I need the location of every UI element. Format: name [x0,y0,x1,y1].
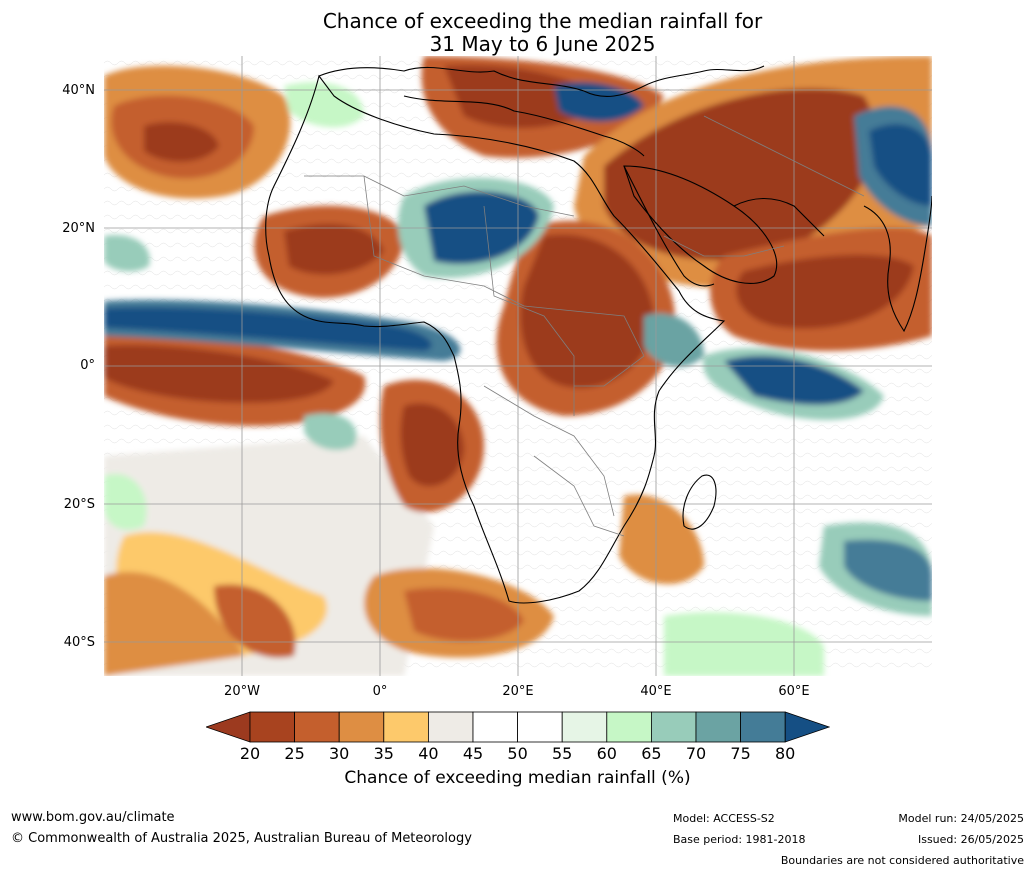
title-line-1: Chance of exceeding the median rainfall … [322,9,763,33]
colorbar-tick-label: 55 [552,744,573,763]
lon-label-20e: 20°E [502,684,534,699]
lon-label-60e: 60°E [778,684,810,699]
colorbar-tick-label: 75 [730,744,751,763]
lat-label-0: 0° [80,358,95,373]
footer-base-period: Base period: 1981-2018 [673,833,806,846]
footer-disclaimer: Boundaries are not considered authoritat… [780,854,1024,867]
lon-label-20w: 20°W [224,684,260,699]
footer-model-run: Model run: 24/05/2025 [898,812,1024,825]
colorbar-extend-high [784,711,831,743]
lon-label-40e: 40°E [640,684,672,699]
map-title: Chance of exceeding the median rainfall … [0,10,1035,56]
title-line-2: 31 May to 6 June 2025 [429,32,656,56]
colorbar-tick-label: 40 [418,744,439,763]
country-borders [304,115,865,537]
colorbar-tick-label: 35 [373,744,394,763]
lon-label-0: 0° [372,684,388,699]
coastlines [265,65,932,604]
colorbar-tick-label: 45 [462,744,484,763]
graticule [104,56,932,676]
lat-label-20n: 20°N [62,221,95,236]
footer-model: Model: ACCESS-S2 [673,812,775,825]
colorbar-tick-label: 30 [329,744,350,763]
colorbar-tick-label: 70 [685,744,707,763]
colorbar-swatch [249,711,295,743]
colorbar-swatches [204,711,831,743]
footer-issued: Issued: 26/05/2025 [917,833,1024,846]
colorbar-swatch [294,711,340,743]
footer-copyright: © Commonwealth of Australia 2025, Austra… [11,831,472,846]
colorbar-tick-label: 50 [507,744,528,763]
colorbar-swatch [338,711,385,743]
lat-label-40s: 40°S [63,635,95,650]
colorbar-swatch [740,711,786,743]
colorbar-label: Chance of exceeding median rainfall (%) [344,768,691,788]
footer-url[interactable]: www.bom.gov.au/climate [11,810,175,825]
colorbar-tick-label: 20 [239,744,261,763]
colorbar-swatch [606,711,652,743]
colorbar-extend-low [204,711,251,743]
colorbar-swatch [427,711,474,743]
map-canvas [104,56,932,676]
lat-label-40n: 40°N [62,83,95,98]
colorbar-swatch [517,711,563,743]
colorbar-tick-label: 65 [641,744,662,763]
colorbar-swatch [383,711,429,743]
colorbar-swatch [472,711,518,743]
colorbar-tick-label: 60 [596,744,617,763]
colorbar-swatch [561,711,608,743]
colorbar [204,711,831,747]
colorbar-swatch [650,711,697,743]
colorbar-swatch [695,711,741,743]
colorbar-tick-label: 25 [284,744,305,763]
lat-label-20s: 20°S [63,497,95,512]
colorbar-tick-label: 80 [775,744,796,763]
rainfall-map[interactable] [104,56,932,676]
